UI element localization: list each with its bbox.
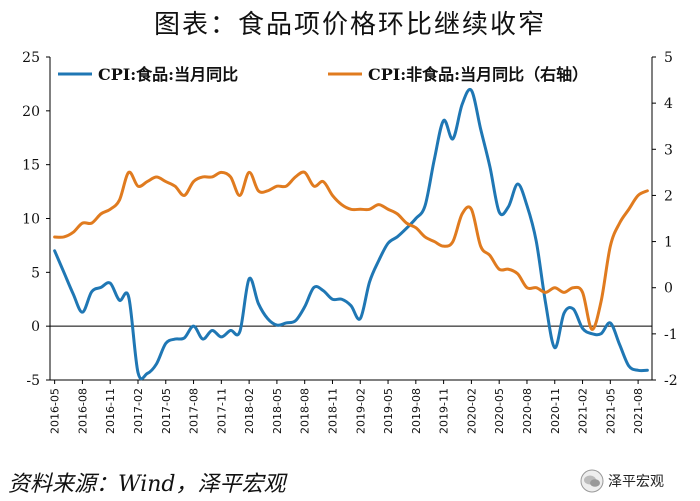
legend-label-nonfood: CPI:非食品:当月同比（右轴） [368, 65, 588, 84]
series-line-food [53, 87, 649, 381]
x-tick-label: 2021-05 [604, 388, 617, 434]
right-tick-label: 5 [664, 50, 673, 66]
series-line-nonfood [53, 170, 649, 331]
x-tick-label: 2021-02 [577, 388, 590, 434]
right-tick-label: -1 [664, 327, 678, 343]
left-tick-label: 0 [31, 319, 40, 335]
right-tick-label: 0 [664, 281, 673, 297]
x-tick-label: 2019-08 [410, 388, 423, 434]
x-tick-label: 2020-02 [465, 388, 478, 434]
x-tick-layer: 2016-05 2016-08 2016-11 2017-02 2017-05 2017-… [49, 380, 645, 434]
left-tick-label: 20 [22, 104, 40, 120]
chart-title: 图表：食品项价格环比继续收窄 [153, 10, 546, 40]
right-tick-label: 4 [664, 96, 673, 112]
x-tick-label: 2016-11 [104, 388, 117, 434]
x-tick-label: 2020-11 [549, 388, 562, 434]
series-layer [53, 87, 649, 381]
watermark-text: 泽平宏观 [608, 474, 664, 490]
x-tick-label: 2018-02 [243, 388, 256, 434]
x-tick-label: 2020-08 [521, 388, 534, 434]
right-tick-label: 2 [664, 188, 673, 204]
x-tick-label: 2021-08 [632, 388, 645, 434]
x-tick-label: 2017-02 [132, 388, 145, 434]
x-tick-label: 2018-08 [299, 388, 312, 434]
x-tick-label: 2018-05 [271, 388, 284, 434]
legend-label-food: CPI:食品:当月同比 [98, 65, 238, 84]
right-tick-label: 1 [664, 235, 673, 251]
right-tick-label: 3 [664, 142, 673, 158]
watermark: 泽平宏观 [580, 466, 664, 496]
x-tick-label: 2016-08 [76, 388, 89, 434]
left-tick-label: 5 [31, 265, 40, 281]
x-tick-label: 2019-11 [438, 388, 451, 434]
x-tick-label: 2019-02 [354, 388, 367, 434]
left-tick-label: 15 [22, 158, 40, 174]
left-tick-label: 10 [22, 212, 40, 228]
legend: CPI:食品:当月同比 CPI:非食品:当月同比（右轴） [58, 65, 588, 84]
source-note: 资料来源：Wind，泽平宏观 [8, 472, 286, 497]
x-tick-label: 2020-05 [493, 388, 506, 434]
x-tick-label: 2017-05 [160, 388, 173, 434]
left-tick-label: -5 [26, 373, 40, 389]
x-tick-label: 2019-05 [382, 388, 395, 434]
x-tick-label: 2017-08 [188, 388, 201, 434]
axes-layer: -5 0 5 10 15 20 25 -2 -1 0 1 2 3 4 5 [22, 50, 677, 389]
x-tick-label: 2018-11 [326, 388, 339, 434]
wechat-icon [580, 469, 604, 493]
right-tick-label: -2 [664, 373, 678, 389]
left-tick-label: 25 [22, 50, 40, 66]
x-tick-label: 2017-11 [215, 388, 228, 434]
x-tick-label: 2016-05 [49, 388, 62, 434]
